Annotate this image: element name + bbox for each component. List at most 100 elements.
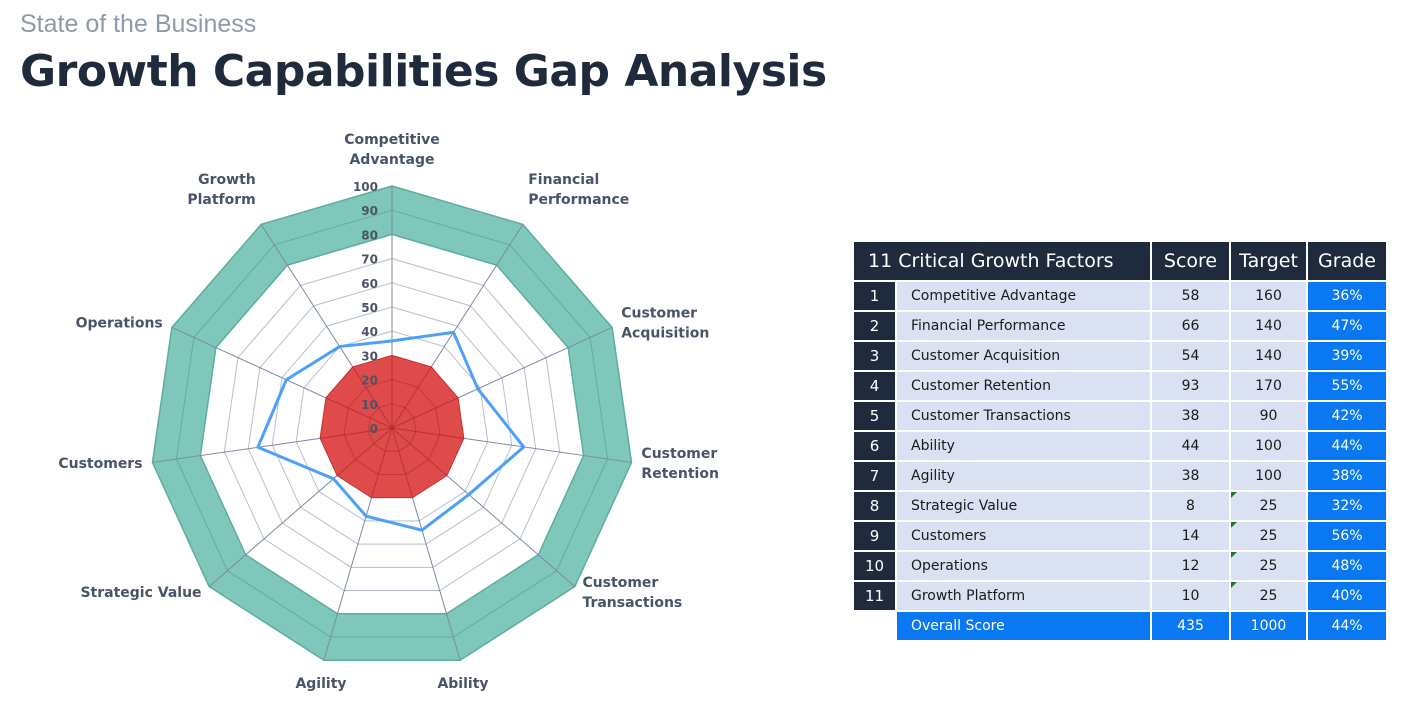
comment-indicator-icon (1231, 582, 1237, 588)
axis-line-inner (325, 397, 393, 429)
axis-label-line: Customer (582, 575, 658, 591)
axis-line-inner (391, 427, 413, 498)
tick-label: 0 (370, 422, 378, 436)
table-row: 11 Growth Platform 10 25 40% (854, 582, 1386, 610)
tick-label: 50 (361, 301, 378, 315)
axis-label-line: Retention (641, 466, 719, 482)
tick-label: 10 (361, 398, 378, 412)
table-row: 8 Strategic Value 8 25 32% (854, 492, 1386, 520)
table-row: 1 Competitive Advantage 58 160 36% (854, 282, 1386, 310)
table-row: 10 Operations 12 25 48% (854, 552, 1386, 580)
score-cell: 10 (1152, 582, 1229, 610)
factor-name: Operations (897, 552, 1150, 580)
grade-cell: 38% (1308, 462, 1386, 490)
col-header-grade: Grade (1308, 242, 1386, 280)
axis-label-line: Customer (641, 446, 717, 462)
total-grade: 44% (1308, 612, 1386, 640)
axis-label: Customer Acquisition (621, 305, 709, 341)
comment-indicator-icon (1231, 522, 1237, 528)
radar-chart: 0 10 20 30 40 50 60 70 80 90 100 Competitive Advanta… (58, 132, 719, 692)
target-cell: 160 (1231, 282, 1306, 310)
grade-cell: 40% (1308, 582, 1386, 610)
factor-name: Strategic Value (897, 492, 1150, 520)
table-row: 3 Customer Acquisition 54 140 39% (854, 342, 1386, 370)
growth-factors-table: 11 Critical Growth Factors Score Target … (852, 240, 1388, 642)
col-header-target: Target (1231, 242, 1306, 280)
target-value: 140 (1255, 318, 1282, 334)
axis-label-line: Competitive (344, 132, 440, 148)
target-cell: 90 (1231, 402, 1306, 430)
axis-line-inner (336, 427, 393, 476)
target-value: 25 (1259, 498, 1278, 514)
row-number: 3 (854, 342, 895, 370)
axis-line-inner (320, 427, 393, 439)
col-header-score: Score (1152, 242, 1229, 280)
target-value: 100 (1255, 468, 1282, 484)
target-value: 100 (1255, 438, 1282, 454)
axis-label-line: Transactions (582, 595, 682, 611)
target-cell: 25 (1231, 552, 1306, 580)
row-number: 2 (854, 312, 895, 340)
tick-label: 90 (361, 204, 378, 218)
tick-label: 60 (361, 277, 378, 291)
comment-indicator-icon (1231, 552, 1237, 558)
factor-name: Growth Platform (897, 582, 1150, 610)
grid-ring (175, 209, 609, 638)
grade-cell: 56% (1308, 522, 1386, 550)
axis-label: Operations (76, 315, 163, 331)
factor-name: Customer Acquisition (897, 342, 1150, 370)
row-number: 8 (854, 492, 895, 520)
score-cell: 44 (1152, 432, 1229, 460)
factor-name: Financial Performance (897, 312, 1150, 340)
table-row: 5 Customer Transactions 38 90 42% (854, 402, 1386, 430)
target-value: 25 (1259, 588, 1278, 604)
table-row: 4 Customer Retention 93 170 55% (854, 372, 1386, 400)
comment-indicator-icon (1231, 492, 1237, 498)
row-number: 4 (854, 372, 895, 400)
axis-label-line: Agility (295, 676, 346, 692)
page-subtitle: State of the Business (20, 10, 257, 38)
axis-line-inner (391, 427, 448, 476)
row-number: 10 (854, 552, 895, 580)
table-row: 9 Customers 14 25 56% (854, 522, 1386, 550)
page-title: Growth Capabilities Gap Analysis (20, 46, 827, 97)
total-row: Overall Score 435 1000 44% (854, 612, 1386, 640)
factor-name: Competitive Advantage (897, 282, 1150, 310)
axis-label-line: Performance (528, 192, 629, 208)
axis-label-line: Customers (58, 456, 142, 472)
axis-label-line: Acquisition (621, 325, 709, 341)
factor-name: Ability (897, 432, 1150, 460)
target-value: 160 (1255, 288, 1282, 304)
score-cell: 66 (1152, 312, 1229, 340)
target-cell: 100 (1231, 462, 1306, 490)
factor-name: Customers (897, 522, 1150, 550)
table-row: 6 Ability 44 100 44% (854, 432, 1386, 460)
grade-line (256, 330, 526, 532)
row-number: 9 (854, 522, 895, 550)
factor-name: Agility (897, 462, 1150, 490)
grade-cell: 36% (1308, 282, 1386, 310)
grade-cell: 55% (1308, 372, 1386, 400)
target-cell: 25 (1231, 492, 1306, 520)
tick-label: 30 (361, 349, 378, 363)
axis-label-line: Growth (198, 172, 256, 188)
target-value: 25 (1259, 558, 1278, 574)
axis-line-inner (391, 366, 432, 429)
axis-label: Agility (295, 676, 346, 692)
row-number: 11 (854, 582, 895, 610)
axis-label: Ability (437, 676, 488, 692)
score-cell: 14 (1152, 522, 1229, 550)
tick-label: 80 (361, 228, 378, 242)
grade-cell: 42% (1308, 402, 1386, 430)
target-cell: 25 (1231, 582, 1306, 610)
grid-ring (271, 306, 513, 545)
grid-ring-inner (343, 379, 441, 475)
tick-label: 40 (361, 325, 378, 339)
row-number: 7 (854, 462, 895, 490)
total-target: 1000 (1231, 612, 1306, 640)
grade-cell: 48% (1308, 552, 1386, 580)
grade-cell: 44% (1308, 432, 1386, 460)
row-number: 6 (854, 432, 895, 460)
target-cell: 140 (1231, 342, 1306, 370)
axis-label-line: Advantage (349, 152, 434, 168)
